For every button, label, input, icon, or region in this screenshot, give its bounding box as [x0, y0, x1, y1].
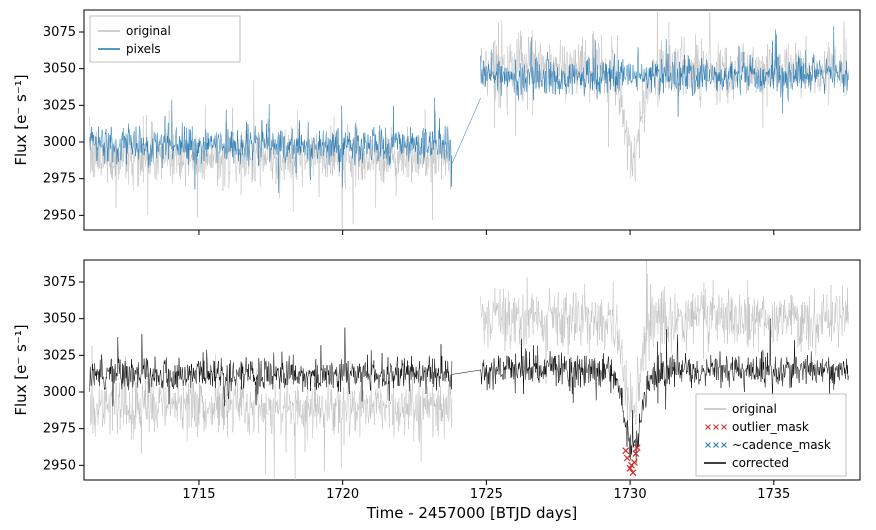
legend: original pixels	[90, 16, 240, 62]
legend-item-label: outlier_mask	[732, 420, 809, 434]
figure-svg: 2950 2975 3000 3025 3050 3075 2950 2975 3000 3025…	[0, 0, 876, 530]
legend: original outlier_mask ~cadence_maskcorrect…	[696, 394, 846, 476]
ytick-label: 3075	[43, 275, 76, 290]
xtick-label: 1720	[326, 487, 359, 502]
ytick-label: 2950	[43, 208, 76, 223]
series-bridge	[452, 370, 481, 374]
ylabel: Flux [e⁻ s⁻¹]	[12, 74, 30, 165]
xtick-label: 1735	[757, 487, 790, 502]
xlabel: Time - 2457000 [BTJD days]	[366, 504, 578, 522]
ytick-label: 2950	[43, 458, 76, 473]
legend-item-label: corrected	[732, 456, 789, 470]
ytick-label: 2975	[43, 172, 76, 187]
ylabel: Flux [e⁻ s⁻¹]	[12, 324, 30, 415]
ytick-label: 3000	[43, 135, 76, 150]
legend-item-label: original	[732, 402, 777, 416]
ytick-label: 2975	[43, 422, 76, 437]
legend-item-label: pixels	[126, 42, 161, 56]
ytick-label: 3075	[43, 25, 76, 40]
ytick-label: 3025	[43, 348, 76, 363]
legend-item-label: original	[126, 24, 171, 38]
xtick-label: 1725	[470, 487, 503, 502]
series-corrected	[90, 328, 452, 407]
legend-item-label: ~cadence_mask	[732, 438, 831, 452]
ytick-label: 3050	[43, 62, 76, 77]
xtick-label: 1715	[182, 487, 215, 502]
ytick-label: 3025	[43, 98, 76, 113]
series-pixels	[90, 98, 452, 193]
figure-container: 2950 2975 3000 3025 3050 3075 2950 2975 3000 3025…	[0, 0, 876, 530]
series-original	[481, 0, 849, 182]
series-original	[90, 81, 452, 244]
xtick-label: 1730	[614, 487, 647, 502]
series-bridge	[452, 98, 481, 164]
ytick-label: 3000	[43, 385, 76, 400]
ytick-label: 3050	[43, 312, 76, 327]
